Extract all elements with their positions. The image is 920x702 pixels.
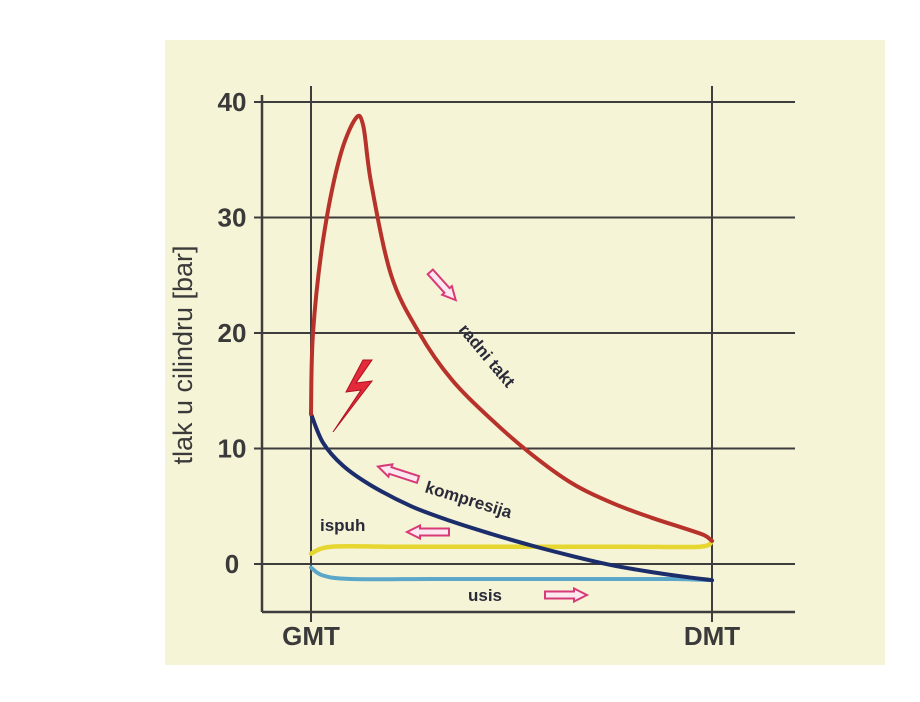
series-line-kompresija xyxy=(309,411,714,583)
series-line-usis xyxy=(309,565,714,583)
series-line-ispuh xyxy=(308,538,715,556)
y-tick-label: 20 xyxy=(218,318,247,348)
y-tick-label: 0 xyxy=(225,549,239,579)
series-line-radni-takt xyxy=(309,113,714,543)
lightning-bolt-icon xyxy=(332,359,374,433)
series-label-ispuh: ispuh xyxy=(320,516,365,535)
x-tick-label: GMT xyxy=(282,621,340,651)
annotations xyxy=(332,268,590,604)
x-tick-label: DMT xyxy=(684,621,740,651)
arrow-usis-icon xyxy=(544,586,590,604)
arrow-ispuh-icon xyxy=(404,523,450,541)
y-tick-label: 30 xyxy=(218,203,247,233)
curves xyxy=(308,113,715,583)
y-tick-label: 40 xyxy=(218,87,247,117)
y-tick-label: 10 xyxy=(218,434,247,464)
grid xyxy=(254,86,795,622)
arrow-kompresija-icon xyxy=(375,463,421,485)
series-label-usis: usis xyxy=(468,586,502,605)
y-axis-label: tlak u cilindru [bar] xyxy=(168,245,198,464)
plot-paper xyxy=(165,40,885,665)
arrow-radni-takt-icon xyxy=(426,268,458,302)
